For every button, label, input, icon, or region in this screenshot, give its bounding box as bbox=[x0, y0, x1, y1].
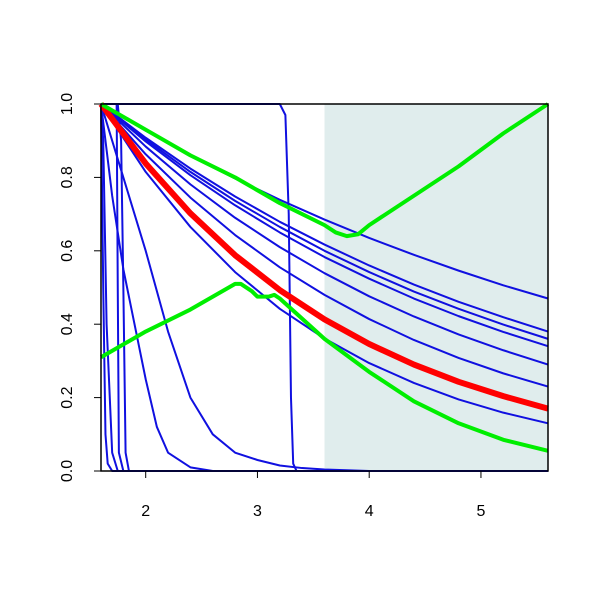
series-line bbox=[100, 103, 548, 472]
x-tick-label: 3 bbox=[253, 503, 262, 520]
series-line bbox=[100, 103, 549, 348]
series-line bbox=[100, 281, 549, 453]
series-line bbox=[100, 103, 549, 366]
y-tick-label: 0.2 bbox=[59, 386, 76, 408]
series-line bbox=[100, 103, 549, 333]
y-tick-label: 0.4 bbox=[59, 313, 76, 335]
y-tick-label: 0.6 bbox=[59, 240, 76, 262]
y-tick-label: 0.8 bbox=[59, 166, 76, 188]
x-tick-label: 5 bbox=[476, 503, 485, 520]
plot-frame bbox=[100, 103, 549, 472]
y-tick-label: 0.0 bbox=[59, 460, 76, 482]
series-line bbox=[100, 102, 550, 239]
series-line bbox=[100, 103, 549, 388]
series-line bbox=[100, 103, 548, 472]
x-tick-label: 4 bbox=[365, 503, 374, 520]
series-line bbox=[100, 103, 549, 340]
x-tick-label: 2 bbox=[141, 503, 150, 520]
series-line bbox=[98, 102, 549, 412]
y-tick-label: 1.0 bbox=[59, 93, 76, 115]
